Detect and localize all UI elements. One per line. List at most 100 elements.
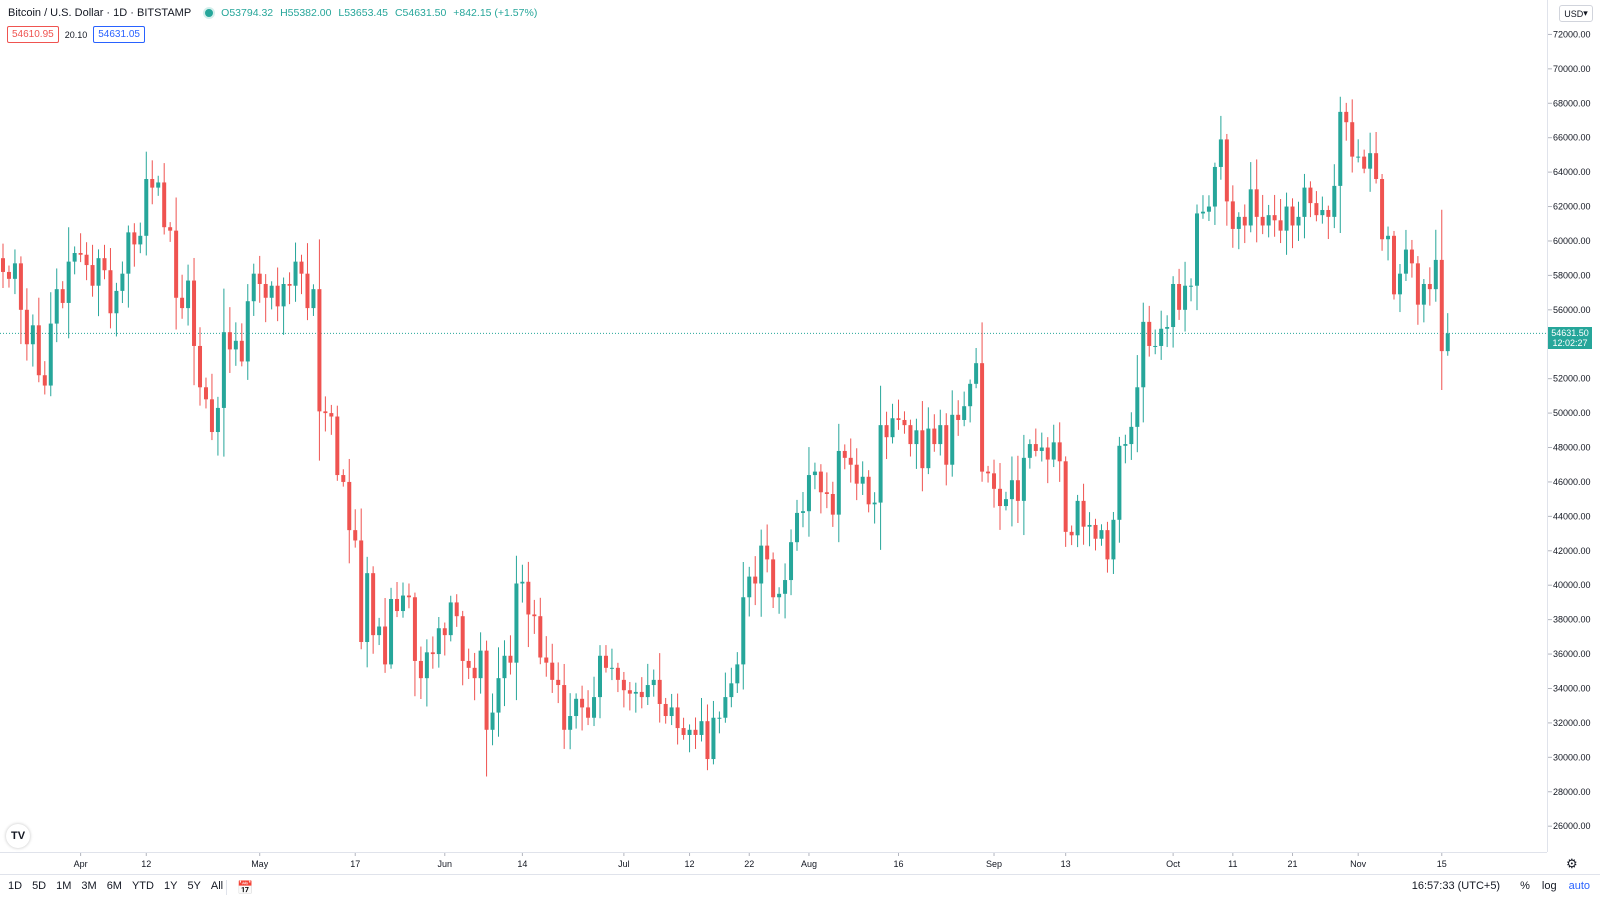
time-axis[interactable]: Apr 12 May 17 Jun 14 Jul 12 22 Aug 16 Sep 13 Oct 11 21 N…	[0, 852, 1547, 875]
tradingview-logo-icon[interactable]: TV	[6, 824, 30, 848]
candle-body	[317, 289, 322, 412]
candle-body	[526, 581, 531, 615]
range-button-ytd[interactable]: YTD	[131, 880, 154, 892]
candle	[1147, 305, 1152, 357]
candle	[460, 610, 465, 686]
candle	[908, 419, 913, 457]
calendar-icon[interactable]: 📅	[237, 880, 254, 895]
price-tick-label: 28000.00	[1553, 787, 1591, 797]
candle-body	[968, 383, 973, 407]
candle-body	[1189, 285, 1194, 287]
candle-body	[627, 690, 632, 694]
market-status-icon[interactable]	[203, 7, 216, 19]
candle-body	[1421, 284, 1426, 305]
settings-gear-icon[interactable]: ⚙	[1566, 856, 1578, 871]
candle-body	[1278, 220, 1283, 231]
percent-scale-toggle[interactable]: %	[1520, 880, 1530, 892]
sell-price-button[interactable]: 54610.95	[7, 26, 59, 43]
candle-body	[633, 691, 638, 694]
candle	[1051, 424, 1056, 468]
price-axis[interactable]: 26000.00 28000.00 30000.00 32000.00 34000.00…	[1547, 0, 1600, 852]
candle-body	[275, 285, 280, 307]
auto-scale-toggle[interactable]: auto	[1568, 880, 1590, 892]
candle-body	[729, 683, 734, 698]
candle	[1427, 267, 1432, 306]
candle-body	[436, 628, 441, 655]
candle	[675, 693, 680, 745]
candle	[1433, 229, 1438, 302]
chart-scale-tools: 16:57:33 (UTC+5) % log auto	[1412, 880, 1590, 892]
candle-body	[520, 581, 525, 584]
candle-body	[281, 284, 286, 307]
candle-body	[263, 284, 268, 298]
candle-body	[753, 576, 758, 584]
range-button-5y[interactable]: 5Y	[187, 880, 201, 892]
candle-body	[902, 419, 907, 426]
candle	[383, 597, 388, 673]
candle-body	[66, 261, 71, 303]
chart-area[interactable]: Bitcoin / U.S. Dollar · 1D · BITSTAMP O5…	[0, 0, 1547, 852]
range-button-1y[interactable]: 1Y	[163, 880, 178, 892]
candle-body	[233, 340, 238, 350]
symbol-title[interactable]: Bitcoin / U.S. Dollar · 1D · BITSTAMP	[8, 7, 192, 19]
candle	[884, 411, 889, 460]
candle	[293, 242, 298, 302]
candle	[1141, 302, 1146, 423]
range-button-6m[interactable]: 6M	[106, 880, 122, 892]
candle	[657, 653, 662, 723]
candle	[418, 646, 423, 699]
candle-body	[221, 332, 226, 408]
range-button-1m[interactable]: 1M	[56, 880, 72, 892]
candlestick-chart[interactable]	[0, 0, 1547, 852]
candle-body	[705, 721, 710, 760]
candle-body	[353, 530, 358, 541]
candle-body	[938, 425, 943, 445]
candle-body	[36, 325, 41, 376]
range-button-5d[interactable]: 5D	[32, 880, 47, 892]
clock-timezone[interactable]: 16:57:33 (UTC+5)	[1411, 880, 1501, 892]
candle-body	[532, 614, 537, 617]
candle	[1236, 212, 1241, 250]
candle-body	[203, 387, 208, 400]
candle	[1308, 181, 1313, 218]
range-button-3m[interactable]: 3M	[81, 880, 97, 892]
candle-body	[1057, 442, 1062, 462]
candle-body	[1308, 187, 1313, 204]
candle-body	[1093, 524, 1098, 539]
candle-body	[1338, 111, 1343, 186]
candle	[1063, 456, 1068, 547]
currency-button[interactable]: USD ▾	[1559, 5, 1593, 22]
candle-body	[156, 182, 161, 188]
candle-body	[1332, 185, 1337, 217]
candle	[950, 390, 955, 477]
candle-body	[974, 363, 979, 384]
candle-body	[663, 703, 668, 717]
time-tick-label: Aug	[801, 859, 817, 869]
candle	[842, 444, 847, 470]
candle	[771, 552, 776, 609]
candle	[1374, 131, 1379, 184]
candle-body	[657, 679, 662, 704]
candle-body	[60, 289, 65, 303]
candle	[783, 563, 788, 619]
buy-price-button[interactable]: 54631.05	[93, 26, 145, 43]
quote-row: 54610.95 20.10 54631.05	[7, 26, 145, 43]
candle-body	[926, 428, 931, 469]
candle-body	[192, 280, 197, 346]
candle-body	[1415, 263, 1420, 305]
candle	[1057, 422, 1062, 482]
candle	[1027, 439, 1032, 469]
candle-body	[1206, 206, 1211, 212]
range-button-1d[interactable]: 1D	[8, 880, 23, 892]
candle-body	[478, 650, 483, 679]
candle	[968, 379, 973, 423]
log-scale-toggle[interactable]: log	[1541, 880, 1557, 892]
range-button-all[interactable]: All	[210, 880, 224, 892]
candle	[1129, 412, 1134, 460]
candle-body	[1105, 530, 1110, 560]
candle-body	[180, 297, 185, 309]
candle-body	[1033, 444, 1038, 451]
candle	[1212, 162, 1217, 225]
candle	[914, 418, 919, 469]
candle	[108, 248, 113, 329]
